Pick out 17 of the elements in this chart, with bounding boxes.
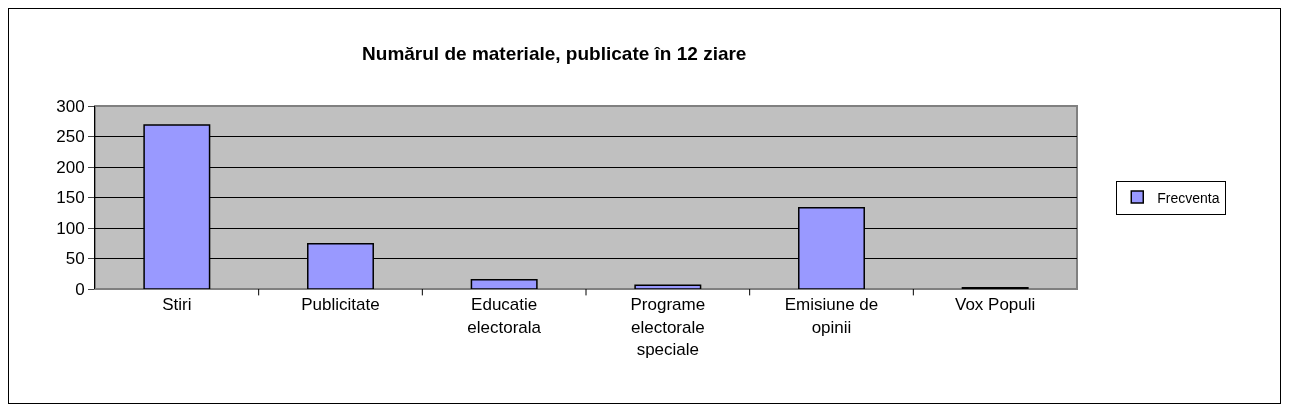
y-tick-label: 50 xyxy=(65,249,85,269)
x-tick-label: Educatie electorala xyxy=(467,295,542,337)
x-tick-label: Stiri xyxy=(162,295,192,315)
bar xyxy=(470,279,538,289)
y-tick-label: 0 xyxy=(75,279,85,299)
x-tick-label: Publicitate xyxy=(301,295,380,315)
x-tick-label: Programe electorale speciale xyxy=(630,295,706,359)
y-tick-label: 200 xyxy=(56,157,85,177)
y-tick-label: 250 xyxy=(56,127,85,147)
y-tick-label: 150 xyxy=(56,188,85,208)
legend-label: Frecventa xyxy=(1157,189,1220,206)
x-tick-label: Vox Populi xyxy=(955,295,1036,315)
y-tick-label: 100 xyxy=(56,218,85,238)
y-tick-label: 300 xyxy=(56,96,85,116)
x-tick-label: Emisiune de opinii xyxy=(784,295,879,337)
chart-title: Numărul de materiale, publicate în 12 ziare xyxy=(362,43,747,65)
bar xyxy=(634,284,702,289)
